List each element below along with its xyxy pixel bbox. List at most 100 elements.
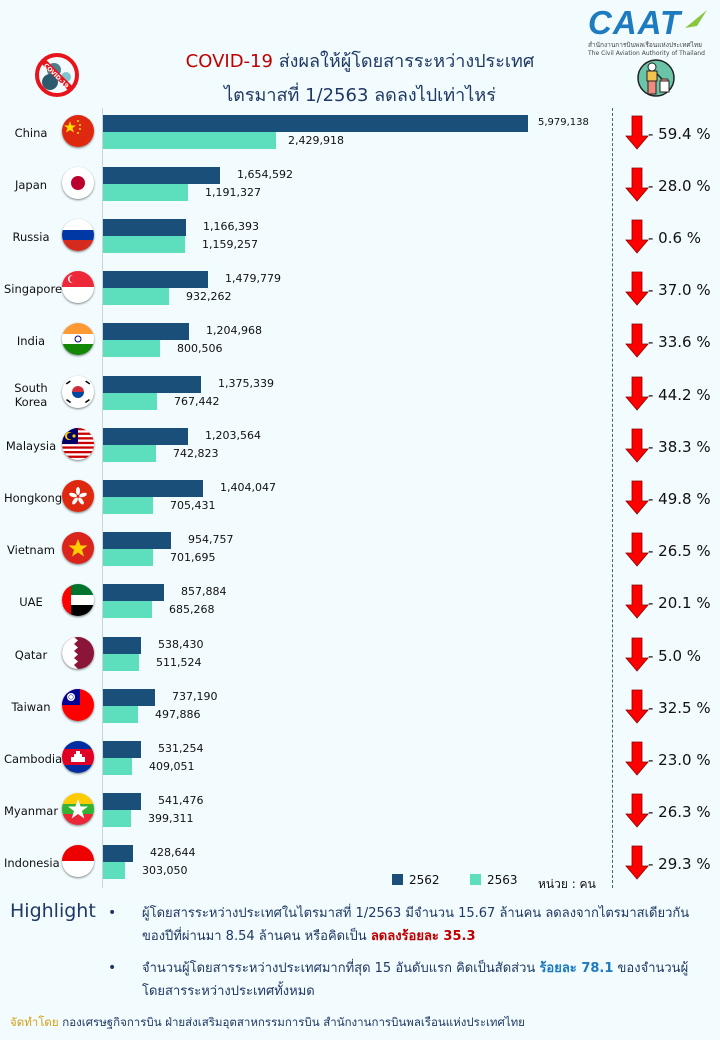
highlight-title: Highlight	[10, 900, 96, 922]
down-arrow-icon	[625, 219, 649, 254]
highlight-text-2-emphasis: ร้อยละ 78.1	[539, 961, 614, 976]
down-arrow-icon	[625, 167, 649, 202]
chart-row-taiwan: Taiwan 737,190 497,886 - 32.5 %	[0, 686, 720, 738]
value-2562: 737,190	[172, 690, 218, 703]
change-percent: - 28.0 %	[648, 177, 711, 195]
bar-2563	[103, 654, 139, 671]
value-2563: 399,311	[148, 812, 194, 825]
value-2563: 932,262	[186, 290, 232, 303]
bar-2563	[103, 497, 153, 514]
country-label: Japan	[14, 178, 48, 192]
footer-prefix: จัดทำโดย	[10, 1015, 59, 1029]
footer-text: กองเศรษฐกิจการบิน ฝ่ายส่งเสริมอุตสาหกรรม…	[58, 1015, 525, 1029]
bar-2562	[103, 584, 164, 601]
chart-row-russia: Russia 1,166,393 1,159,257 - 0.6 %	[0, 216, 720, 268]
qatar-flag-icon	[62, 637, 94, 669]
logo-text: CAAT	[588, 4, 682, 41]
value-2562: 1,654,592	[237, 168, 293, 181]
down-arrow-icon	[625, 376, 649, 411]
chart-row-india: India 1,204,968 800,506 - 33.6 %	[0, 320, 720, 372]
bar-2562	[103, 271, 208, 288]
down-arrow-icon	[625, 532, 649, 567]
value-2562: 954,757	[188, 533, 234, 546]
logo-subtitle-en: The Civil Aviation Authority of Thailand	[588, 50, 705, 57]
value-2562: 428,644	[150, 846, 196, 859]
down-arrow-icon	[625, 741, 649, 776]
value-2563: 497,886	[155, 708, 201, 721]
change-percent: - 5.0 %	[648, 647, 702, 665]
change-percent: - 37.0 %	[648, 281, 711, 299]
down-arrow-icon	[625, 793, 649, 828]
bar-2562	[103, 741, 141, 758]
country-label: Taiwan	[11, 700, 51, 714]
bar-2563	[103, 445, 156, 462]
malaysia-flag-icon	[62, 428, 94, 460]
bar-2562	[103, 480, 203, 497]
down-arrow-icon	[625, 323, 649, 358]
country-label: Vietnam	[7, 543, 55, 557]
value-2563: 685,268	[169, 603, 215, 616]
chart-row-qatar: Qatar 538,430 511,524 - 5.0 %	[0, 634, 720, 686]
change-percent: - 29.3 %	[648, 855, 711, 873]
japan-flag-icon	[62, 167, 94, 199]
value-2563: 409,051	[149, 760, 195, 773]
highlight-bullet-2: •	[108, 960, 117, 976]
legend-label-2563: 2563	[487, 873, 518, 887]
down-arrow-icon	[625, 584, 649, 619]
change-percent: - 49.8 %	[648, 490, 711, 508]
down-arrow-icon	[625, 115, 649, 150]
bar-2562	[103, 793, 141, 810]
india-flag-icon	[62, 323, 94, 355]
bar-2562	[103, 219, 186, 236]
value-2563: 742,823	[173, 447, 219, 460]
bar-2562	[103, 115, 528, 132]
value-2562: 1,375,339	[218, 377, 274, 390]
bar-2562	[103, 845, 133, 862]
value-2562: 1,204,968	[206, 324, 262, 337]
y-axis-line	[102, 108, 103, 888]
uae-flag-icon	[62, 584, 94, 616]
change-percent: - 26.3 %	[648, 803, 711, 821]
bar-2562	[103, 637, 141, 654]
country-label: Russia	[12, 230, 50, 244]
highlight-text-1-emphasis: ลดลงร้อยละ 35.3	[370, 929, 476, 944]
value-2562: 5,979,138	[538, 117, 589, 128]
bar-2563	[103, 810, 131, 827]
bar-2563	[103, 236, 185, 253]
caat-logo: CAAT สำนักงานการบินพลเรือนแห่งประเทศไทย …	[588, 6, 713, 57]
country-label: Myanmar	[4, 804, 59, 818]
down-arrow-icon	[625, 845, 649, 880]
change-percent: - 32.5 %	[648, 699, 711, 717]
country-label: India	[16, 334, 46, 348]
covid-ban-icon: COVID-19	[34, 52, 80, 98]
highlight-text-1: ผู้โดยสารระหว่างประเทศในไตรมาสที่ 1/2563…	[142, 902, 712, 948]
highlight-text-2-tail: ของจำนวนผู้โดยสารระหว่างประเทศทั้งหมด	[142, 961, 689, 999]
bar-2563	[103, 184, 188, 201]
value-2563: 705,431	[170, 499, 216, 512]
change-percent: - 20.1 %	[648, 594, 711, 612]
country-label: China	[14, 126, 48, 140]
chart-row-uae: UAE 857,884 685,268 - 20.1 %	[0, 581, 720, 633]
south-korea-flag-icon	[62, 376, 94, 408]
value-2563: 800,506	[177, 342, 223, 355]
chart-row-indonesia: Indonesia 428,644 303,050 - 29.3 %	[0, 842, 720, 894]
bar-2563	[103, 288, 169, 305]
legend-swatch-2563	[470, 874, 481, 885]
chart-title-line2: ไตรมาสที่ 1/2563 ลดลงไปเท่าไหร่	[224, 85, 496, 106]
down-arrow-icon	[625, 271, 649, 306]
chart-title-line1: COVID-19 ส่งผลให้ผู้โดยสารระหว่างประเทศ	[0, 46, 720, 75]
value-2562: 1,166,393	[203, 220, 259, 233]
china-flag-icon	[62, 115, 94, 147]
value-2562: 541,476	[158, 794, 204, 807]
title-rest: ส่งผลให้ผู้โดยสารระหว่างประเทศ	[272, 51, 535, 72]
legend-2563: 2563	[470, 873, 518, 887]
value-2563: 1,191,327	[205, 186, 261, 199]
indonesia-flag-icon	[62, 845, 94, 877]
bar-2563	[103, 862, 125, 879]
bar-2563	[103, 340, 160, 357]
value-2563: 1,159,257	[202, 238, 258, 251]
unit-label: หน่วย : คน	[538, 877, 596, 891]
logo-swoosh-icon	[685, 10, 707, 28]
bar-2563	[103, 132, 276, 149]
chart-row-myanmar: Myanmar 541,476 399,311 - 26.3 %	[0, 790, 720, 842]
